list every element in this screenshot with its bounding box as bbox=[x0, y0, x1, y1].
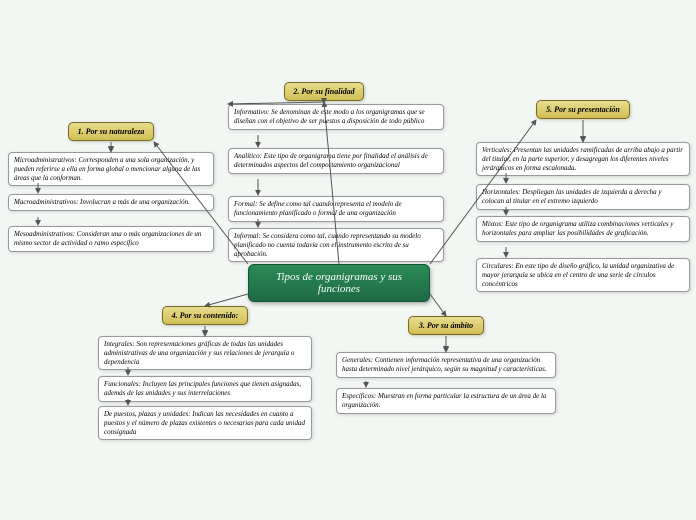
item-box: De puestos, plazas y unidades: Indican l… bbox=[98, 406, 312, 440]
item-box: Informal: Se considera como tal, cuando … bbox=[228, 228, 444, 262]
item-box: Verticales: Presentan las unidades ramif… bbox=[476, 142, 690, 176]
category-1: 1. Por su naturaleza bbox=[68, 122, 154, 141]
category-2: 2. Por su finalidad bbox=[284, 82, 364, 101]
item-box: Integrales: Son representaciones gráfica… bbox=[98, 336, 312, 370]
category-3: 3. Por su ámbito bbox=[408, 316, 484, 335]
item-box: Mesoadministrativos: Consideran una o má… bbox=[8, 226, 214, 252]
item-box: Circulares: En este tipo de diseño gráfi… bbox=[476, 258, 690, 292]
category-5: 5. Por su presentación bbox=[536, 100, 630, 119]
item-box: Informativo: Se denominan de este modo a… bbox=[228, 104, 444, 130]
category-4: 4. Por su contenido: bbox=[162, 306, 248, 325]
item-box: Analítico: Este tipo de organigrama tien… bbox=[228, 148, 444, 174]
item-box: Macroadministrativos: Involucran a más d… bbox=[8, 194, 214, 211]
center-title: Tipos de organigramas y sus funciones bbox=[248, 264, 430, 302]
item-box: Microadministrativos: Corresponden a una… bbox=[8, 152, 214, 186]
item-box: Funcionales: Incluyen las principales fu… bbox=[98, 376, 312, 402]
item-box: Formal: Se define como tal cuando repres… bbox=[228, 196, 444, 222]
item-box: Generales: Contienen información represe… bbox=[336, 352, 556, 378]
item-box: Específicos: Muestran en forma particula… bbox=[336, 388, 556, 414]
item-box: Mixtos: Este tipo de organigrama utiliza… bbox=[476, 216, 690, 242]
item-box: Horizontales: Despliegan las unidades de… bbox=[476, 184, 690, 210]
